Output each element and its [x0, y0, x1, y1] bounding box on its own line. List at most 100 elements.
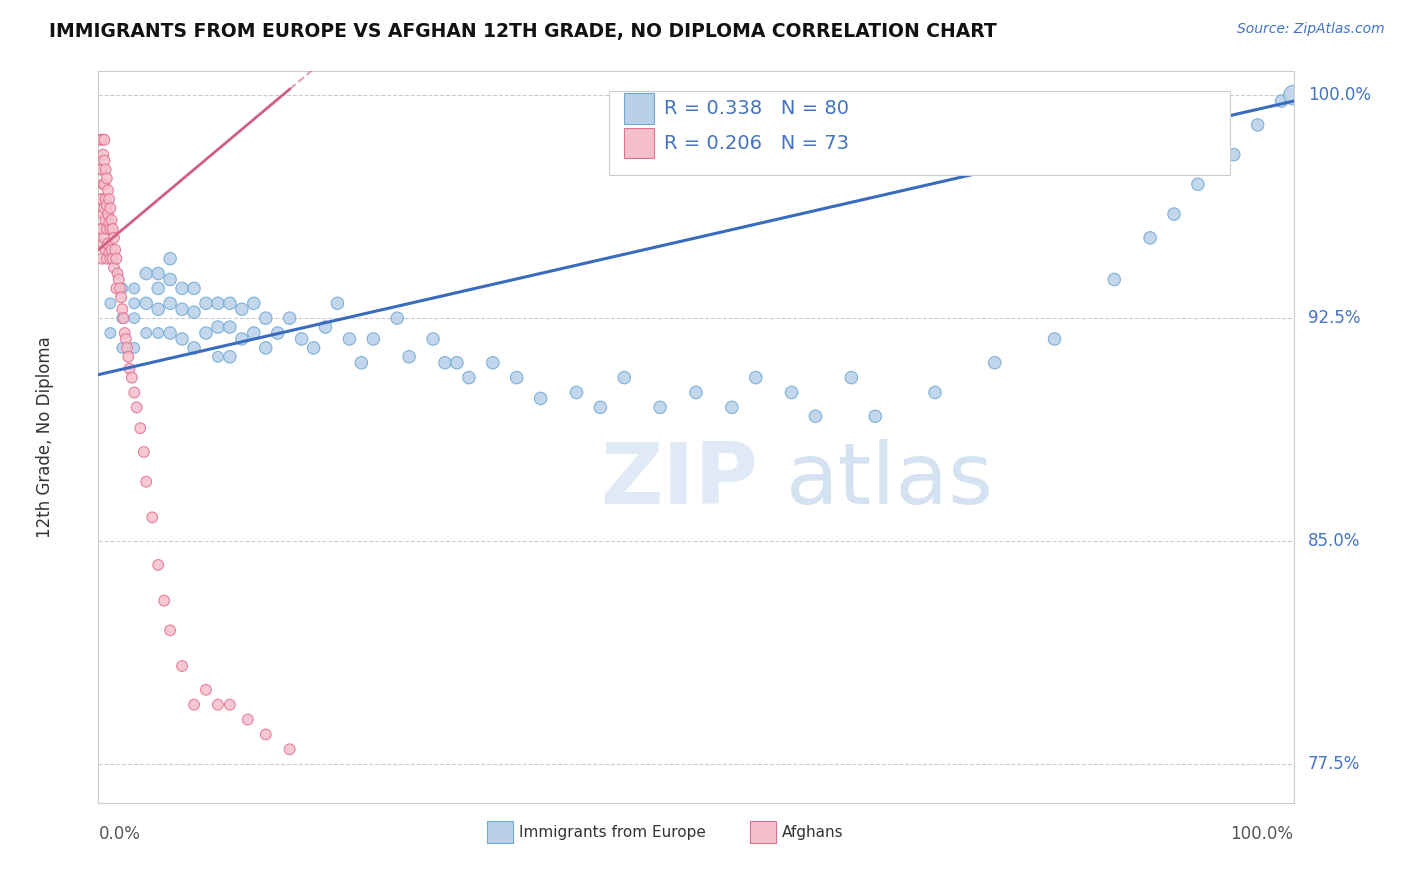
Point: [159, 252, 181, 266]
Point: [115, 341, 138, 355]
Point: [183, 305, 205, 319]
Point: [118, 361, 141, 376]
Point: [195, 326, 218, 340]
Point: [98, 326, 122, 340]
Bar: [624, 128, 654, 159]
Point: [613, 370, 636, 384]
Point: [98, 252, 122, 266]
Bar: [624, 94, 654, 124]
Point: [93, 153, 115, 168]
Point: [148, 267, 170, 281]
Point: [91, 147, 114, 161]
Text: 100.0%: 100.0%: [1308, 87, 1371, 104]
Point: [111, 341, 134, 355]
Point: [207, 350, 229, 364]
Bar: [609, 91, 1230, 175]
Point: [183, 698, 205, 712]
Text: Immigrants from Europe: Immigrants from Europe: [519, 824, 706, 839]
Point: [254, 341, 277, 355]
Point: [111, 302, 134, 317]
Point: [124, 281, 146, 295]
Point: [398, 350, 420, 364]
Point: [94, 162, 117, 177]
Point: [93, 133, 115, 147]
Point: [446, 356, 468, 370]
Point: [96, 198, 118, 212]
Point: [124, 385, 146, 400]
Point: [96, 171, 118, 186]
Point: [172, 281, 194, 295]
Point: [93, 231, 115, 245]
Text: R = 0.206   N = 73: R = 0.206 N = 73: [664, 134, 849, 153]
Point: [267, 326, 290, 340]
Point: [350, 356, 373, 370]
Point: [159, 296, 181, 310]
Point: [117, 350, 139, 364]
Point: [302, 341, 325, 355]
Point: [101, 222, 124, 236]
Point: [219, 296, 242, 310]
Point: [219, 698, 242, 712]
Point: [291, 332, 314, 346]
Point: [183, 281, 205, 295]
Point: [1187, 178, 1209, 192]
Point: [135, 267, 157, 281]
Point: [278, 742, 301, 756]
Point: [721, 401, 744, 415]
Point: [105, 281, 128, 295]
Point: [1043, 332, 1066, 346]
Point: [98, 201, 122, 215]
Point: [135, 475, 157, 489]
Point: [243, 326, 266, 340]
Point: [195, 296, 218, 310]
Point: [125, 401, 148, 415]
Point: [1139, 231, 1161, 245]
Text: 92.5%: 92.5%: [1308, 310, 1361, 327]
Point: [91, 133, 114, 147]
Point: [207, 320, 229, 334]
Point: [231, 302, 253, 317]
Point: [107, 267, 129, 281]
Point: [195, 682, 218, 697]
Point: [207, 296, 229, 310]
Point: [159, 326, 181, 340]
Point: [1271, 94, 1294, 108]
Point: [924, 385, 946, 400]
Point: [422, 332, 444, 346]
Point: [385, 311, 409, 326]
Point: [108, 281, 131, 295]
Point: [1104, 272, 1126, 286]
Point: [129, 421, 152, 435]
Point: [841, 370, 863, 384]
Point: [148, 302, 170, 317]
Point: [745, 370, 768, 384]
Point: [207, 698, 229, 712]
Point: [91, 207, 114, 221]
Point: [148, 281, 170, 295]
Point: [434, 356, 457, 370]
Text: Source: ZipAtlas.com: Source: ZipAtlas.com: [1237, 22, 1385, 37]
Point: [148, 558, 170, 572]
Point: [90, 133, 112, 147]
Point: [93, 201, 115, 215]
Point: [148, 326, 170, 340]
Bar: [749, 821, 776, 843]
Point: [804, 409, 827, 424]
Point: [219, 320, 242, 334]
Point: [326, 296, 349, 310]
Point: [98, 192, 121, 206]
Point: [91, 252, 114, 266]
Point: [124, 296, 146, 310]
Point: [780, 385, 803, 400]
Point: [254, 727, 277, 741]
Point: [112, 311, 135, 326]
Point: [91, 162, 114, 177]
Point: [98, 245, 121, 260]
Bar: [486, 821, 513, 843]
Point: [90, 192, 112, 206]
Point: [1163, 207, 1185, 221]
Point: [135, 326, 157, 340]
Point: [93, 178, 115, 192]
Point: [110, 290, 132, 304]
Point: [141, 510, 163, 524]
